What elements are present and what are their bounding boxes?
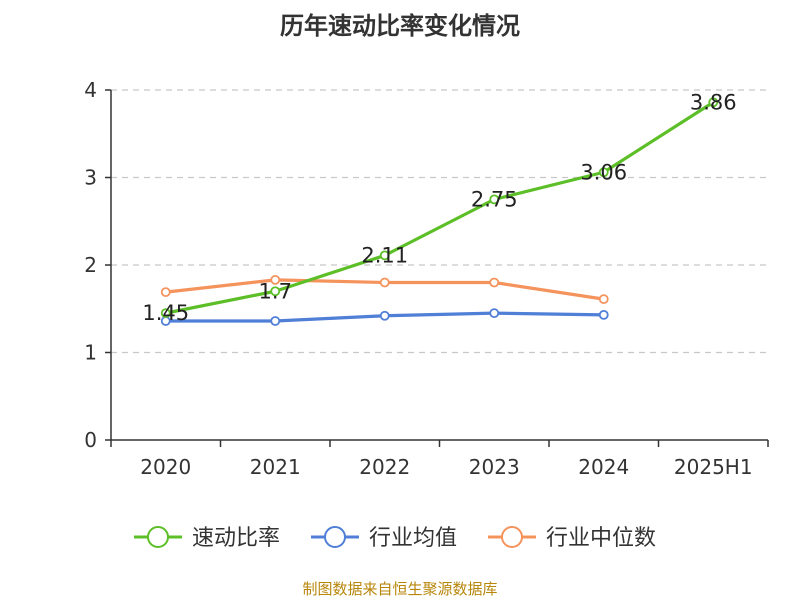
chart-title: 历年速动比率变化情况	[280, 12, 520, 40]
series-line	[164, 100, 715, 315]
data-point	[598, 167, 609, 178]
y-tick-label: 0	[84, 428, 97, 452]
y-tick-label: 1	[84, 341, 97, 365]
series-lines	[160, 97, 719, 326]
data-point	[160, 308, 171, 319]
y-tick-label: 4	[84, 78, 97, 102]
data-point	[379, 277, 390, 288]
data-label: 2.75	[471, 187, 518, 211]
legend-item: 行业中位数	[488, 526, 656, 551]
legend-item: 行业均值	[311, 526, 457, 551]
legend-marker	[147, 526, 169, 548]
legend-label: 行业中位数	[546, 526, 656, 551]
data-point	[489, 308, 500, 319]
data-label: 2.11	[361, 243, 408, 267]
x-tick-label: 2020	[140, 455, 191, 479]
data-point	[270, 286, 281, 297]
data-point	[598, 309, 609, 320]
data-point	[270, 274, 281, 285]
data-point	[379, 310, 390, 321]
x-tick-label: 2023	[469, 455, 520, 479]
legend-marker	[501, 526, 523, 548]
legend: 速动比率 行业均值 行业中位数	[134, 526, 656, 551]
data-point	[598, 294, 609, 305]
x-tick-label: 2024	[578, 455, 629, 479]
data-point	[270, 316, 281, 326]
axes: 0 1 2 3 4 2020 2021 2022 2023 2024 2025H1	[84, 78, 769, 479]
legend-marker	[324, 526, 346, 548]
data-point	[379, 250, 390, 261]
x-tick-label: 2022	[359, 455, 410, 479]
legend-label: 行业均值	[369, 526, 457, 551]
y-tick-label: 2	[84, 253, 97, 277]
data-point	[708, 97, 719, 108]
source-note: 制图数据来自恒生聚源数据库	[302, 580, 498, 598]
y-tick-label: 3	[84, 166, 97, 190]
data-point	[489, 277, 500, 288]
data-label: 1.7	[259, 279, 292, 303]
x-tick-label: 2025H1	[674, 455, 753, 479]
data-label: 1.45	[142, 301, 189, 325]
data-labels: 1.45 1.7 2.11 2.75 3.06 3.86	[142, 90, 736, 325]
data-point	[160, 287, 171, 298]
data-label: 3.86	[690, 90, 737, 114]
legend-item: 速动比率	[134, 526, 280, 551]
data-point	[489, 194, 500, 205]
x-tick-label: 2021	[250, 455, 301, 479]
legend-label: 速动比率	[192, 526, 280, 551]
data-label: 3.06	[580, 160, 627, 184]
